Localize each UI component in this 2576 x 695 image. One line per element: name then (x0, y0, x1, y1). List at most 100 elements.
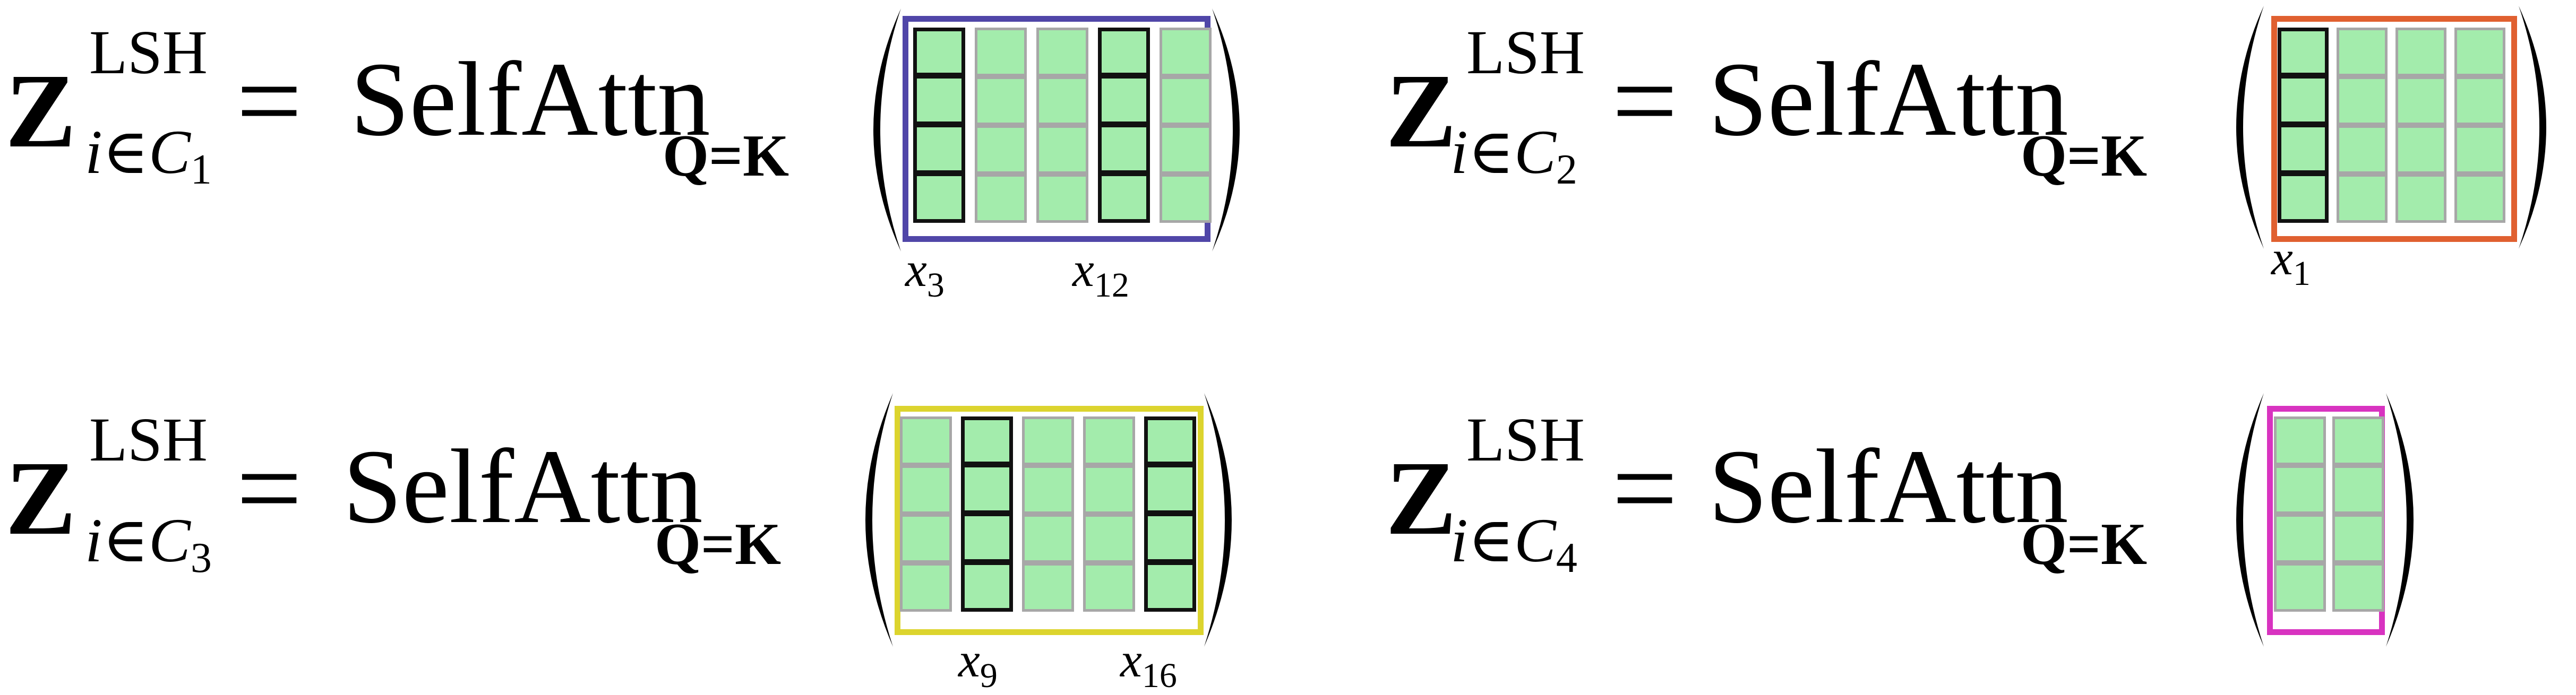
token-cell (2278, 76, 2329, 125)
function-name: SelfAttn (1708, 41, 2068, 158)
token-label-var: x (1072, 242, 1094, 297)
equals-sign: = (236, 36, 303, 166)
token-column (2337, 28, 2388, 223)
token-cell (2332, 563, 2384, 612)
cluster-index: 3 (190, 535, 212, 581)
token-cell (2278, 28, 2329, 76)
token-cell (961, 514, 1013, 563)
token-column (1083, 416, 1135, 612)
cluster-index: 2 (1556, 146, 1577, 193)
token-cell (2278, 174, 2329, 223)
function-subscript: Q=K (655, 511, 782, 577)
token-column-highlighted (1144, 416, 1196, 612)
token-cell (913, 28, 965, 76)
token-cell (2337, 174, 2388, 223)
token-column-highlighted (961, 416, 1013, 612)
token-label-var: x (2271, 231, 2293, 285)
function-name: SelfAttn (343, 428, 703, 545)
token-column (2395, 28, 2446, 223)
cluster-subscript-text: i∈C (85, 117, 191, 187)
token-column (900, 416, 952, 612)
equals-sign: = (236, 423, 303, 553)
token-cell (913, 174, 965, 223)
z-symbol: Z (1386, 53, 1457, 170)
token-cell (2395, 28, 2446, 76)
token-column (1036, 28, 1088, 223)
lsh-superscript: LSH (89, 18, 208, 87)
right-paren (1204, 393, 1232, 647)
token-cell (2454, 174, 2505, 223)
token-cell (975, 174, 1027, 223)
token-column (2274, 416, 2326, 612)
token-cell (1083, 416, 1135, 465)
z-symbol: Z (5, 440, 76, 557)
token-cell (2337, 28, 2388, 76)
token-label-var: x (905, 242, 927, 297)
token-cell (2454, 125, 2505, 174)
token-cell (1098, 28, 1150, 76)
token-column-highlighted (1098, 28, 1150, 223)
token-cell (900, 514, 952, 563)
token-cell (1098, 174, 1150, 223)
token-label-index: 3 (926, 266, 944, 305)
token-cell (2274, 514, 2326, 563)
z-symbol: Z (1386, 440, 1457, 557)
token-label: x16 (1120, 633, 1177, 693)
token-cell (1036, 174, 1088, 223)
function-name: SelfAttn (350, 41, 710, 158)
right-paren (2386, 393, 2414, 647)
token-column-highlighted (913, 28, 965, 223)
token-cell (2395, 174, 2446, 223)
token-cell (1160, 125, 1212, 174)
z-symbol: Z (5, 53, 76, 170)
cluster-frame (895, 406, 1204, 635)
left-paren (2236, 6, 2264, 249)
function-name: SelfAttn (1708, 428, 2068, 545)
function-subscript: Q=K (663, 123, 789, 189)
token-cell (2274, 416, 2326, 465)
token-cell (2274, 563, 2326, 612)
cluster-index: 4 (1556, 535, 1577, 581)
token-label: x9 (958, 633, 998, 693)
token-cell (1022, 563, 1074, 612)
token-cell (2395, 125, 2446, 174)
lsh-superscript: LSH (89, 405, 208, 474)
lsh-superscript: LSH (1466, 18, 1585, 87)
token-label-var: x (1120, 633, 1142, 687)
lsh-superscript: LSH (1466, 405, 1585, 474)
token-cell (1160, 174, 1212, 223)
token-cell (961, 563, 1013, 612)
token-cell (1098, 76, 1150, 125)
token-cell (975, 76, 1027, 125)
equals-sign: = (1612, 423, 1678, 553)
token-cell (2337, 76, 2388, 125)
token-cell (1036, 28, 1088, 76)
token-label-index: 16 (1141, 656, 1177, 695)
token-cell (1022, 416, 1074, 465)
token-cell (961, 416, 1013, 465)
token-cell (1144, 563, 1196, 612)
cluster-subscript-text: i∈C (85, 506, 191, 575)
token-cell (900, 465, 952, 514)
token-cell (1144, 416, 1196, 465)
token-cell (900, 416, 952, 465)
cluster-subscript-text: i∈C (1450, 117, 1556, 187)
left-paren (2236, 393, 2264, 647)
token-cell (2454, 76, 2505, 125)
function-subscript: Q=K (2021, 123, 2148, 189)
token-label-var: x (958, 633, 980, 687)
cluster-subscript: i∈C2 (1450, 121, 1577, 192)
cluster-subscript: i∈C1 (85, 121, 212, 192)
token-cell (1036, 76, 1088, 125)
token-cell (1160, 28, 1212, 76)
token-cell (1083, 563, 1135, 612)
token-cell (1083, 514, 1135, 563)
token-label-index: 9 (980, 656, 998, 695)
equals-sign: = (1612, 36, 1678, 166)
token-column (2454, 28, 2505, 223)
token-label: x12 (1072, 242, 1129, 303)
token-cell (2332, 416, 2384, 465)
token-label: x3 (905, 242, 944, 303)
right-paren (2519, 6, 2546, 249)
